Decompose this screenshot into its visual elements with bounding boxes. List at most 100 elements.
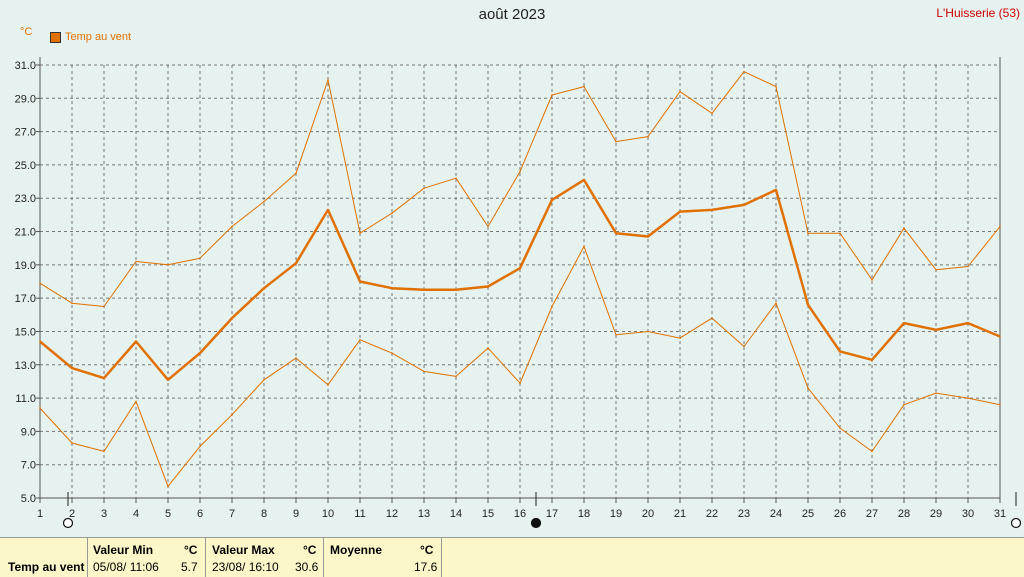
data-point-mean <box>935 328 937 331</box>
data-point-mean <box>647 235 649 238</box>
x-tick-label: 8 <box>261 508 267 520</box>
x-tick-label: 12 <box>386 508 398 520</box>
data-point-max <box>743 70 745 73</box>
data-point-max <box>647 135 649 138</box>
stats-label-cell: Temp au vent <box>0 538 88 577</box>
data-point-mean <box>999 335 1001 338</box>
data-point-max <box>679 90 681 93</box>
max-header: Valeur Max <box>212 543 275 557</box>
data-point-max <box>167 264 169 266</box>
data-point-mean <box>551 199 553 201</box>
data-point-min <box>327 383 329 386</box>
data-point-mean <box>263 287 265 289</box>
y-tick-label: 5.0 <box>21 493 36 505</box>
data-point-mean <box>775 189 777 191</box>
x-tick-label: 30 <box>962 508 974 520</box>
data-point-max <box>807 232 809 235</box>
data-point-max <box>967 265 969 268</box>
data-point-min <box>359 338 361 341</box>
legend-swatch <box>50 31 61 43</box>
data-point-mean <box>871 358 873 361</box>
stats-max-cell: Valeur Max °C 23/08/ 16:10 30.6 <box>206 538 324 577</box>
data-point-max <box>775 85 777 88</box>
data-point-mean <box>103 377 105 379</box>
x-tick-label: 24 <box>770 508 782 520</box>
data-point-min <box>519 382 521 384</box>
x-tick-label: 4 <box>133 508 139 520</box>
x-tick-label: 6 <box>197 508 203 520</box>
data-point-mean <box>807 304 809 306</box>
x-tick-label: 23 <box>738 508 750 520</box>
x-tick-label: 31 <box>994 508 1006 520</box>
data-point-min <box>295 357 297 359</box>
y-tick-label: 15.0 <box>15 326 36 338</box>
x-tick-label: 21 <box>674 508 686 520</box>
temperature-chart: 5.0 7.0 9.0 11.0 13.0 15.0 17.0 19.0 21.0 23.0 25.… <box>15 57 1022 529</box>
legend-label: Temp au vent <box>65 31 132 43</box>
stats-mean-cell: Moyenne °C 17.6 <box>324 538 442 577</box>
data-point-min <box>167 485 169 488</box>
data-point-min <box>807 387 809 389</box>
data-point-mean <box>199 352 201 354</box>
data-point-min <box>551 305 553 308</box>
max-date: 23/08/ 16:10 <box>212 560 279 574</box>
y-axis-unit: °C <box>20 26 33 38</box>
x-tick-label: 15 <box>482 508 494 520</box>
x-tick-label: 20 <box>642 508 654 520</box>
x-tick-label: 16 <box>514 508 526 520</box>
data-point-min <box>903 403 905 406</box>
data-point-max <box>263 200 265 203</box>
data-point-min <box>135 400 137 403</box>
x-tick-label: 18 <box>578 508 590 520</box>
x-tick-label: 17 <box>546 508 558 520</box>
mean-unit: °C <box>420 543 434 557</box>
data-point-mean <box>135 340 137 343</box>
x-tick-label: 28 <box>898 508 910 520</box>
data-point-min <box>455 375 457 378</box>
data-point-min <box>39 407 41 409</box>
moon-full-icon <box>1010 517 1022 529</box>
moon-full-icon <box>62 517 74 529</box>
data-point-max <box>711 112 713 115</box>
data-point-mean <box>71 367 73 369</box>
y-tick-label: 23.0 <box>15 193 36 205</box>
data-point-mean <box>583 179 585 181</box>
data-point-max <box>423 187 425 190</box>
data-point-max <box>551 94 553 96</box>
data-point-mean <box>423 289 425 291</box>
x-tick-label: 22 <box>706 508 718 520</box>
data-point-min <box>839 427 841 429</box>
data-point-max <box>359 232 361 235</box>
station-name: L'Huisserie (53) <box>936 6 1020 20</box>
x-tick-label: 29 <box>930 508 942 520</box>
data-point-mean <box>903 322 905 324</box>
mean-value: 17.6 <box>414 560 438 574</box>
y-tick-label: 9.0 <box>21 426 36 438</box>
data-point-min <box>775 302 777 304</box>
data-point-mean <box>359 280 361 283</box>
data-point-mean <box>39 340 41 343</box>
data-point-min <box>423 370 425 373</box>
data-point-min <box>263 378 265 381</box>
data-point-mean <box>967 322 969 324</box>
data-point-mean <box>839 350 841 353</box>
data-point-min <box>487 347 489 349</box>
y-tick-label: 29.0 <box>15 93 36 105</box>
data-point-max <box>583 85 585 88</box>
data-point-max <box>487 225 489 228</box>
x-tick-label: 27 <box>866 508 878 520</box>
x-tick-label: 2 <box>69 508 75 520</box>
y-tick-label: 13.0 <box>15 360 36 372</box>
data-point-max <box>39 282 41 284</box>
data-point-max <box>519 170 521 173</box>
x-tick-label: 10 <box>322 508 334 520</box>
min-date: 05/08/ 11:06 <box>93 560 159 574</box>
data-point-mean <box>231 317 233 319</box>
data-point-max <box>871 279 873 281</box>
data-point-min <box>647 330 649 333</box>
x-tick-label: 13 <box>418 508 430 520</box>
y-tick-label: 11.0 <box>15 393 36 405</box>
data-point-max <box>839 232 841 235</box>
data-point-mean <box>519 267 521 269</box>
data-point-max <box>135 260 137 263</box>
